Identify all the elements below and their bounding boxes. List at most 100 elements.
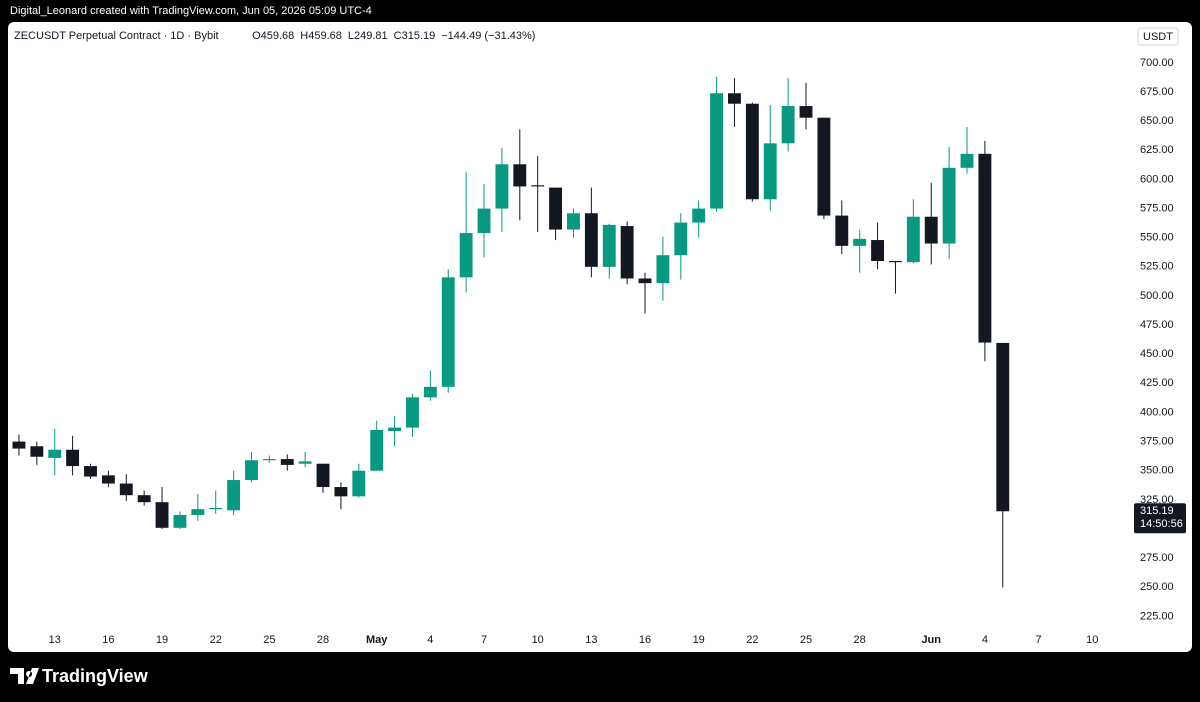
last-price: 315.19 bbox=[1140, 505, 1174, 517]
candle-body bbox=[137, 495, 151, 503]
y-tick-label: 575.00 bbox=[1140, 202, 1174, 214]
y-tick-label: 450.00 bbox=[1140, 348, 1174, 360]
candle bbox=[370, 420, 384, 471]
y-tick-label: 425.00 bbox=[1140, 377, 1174, 389]
candle bbox=[262, 455, 276, 463]
y-tick-label: 325.00 bbox=[1140, 494, 1174, 506]
candle-body bbox=[173, 514, 187, 528]
x-tick-label: 25 bbox=[263, 634, 275, 646]
candle bbox=[996, 342, 1010, 588]
x-tick-label: 28 bbox=[317, 634, 329, 646]
y-tick-label: 600.00 bbox=[1140, 173, 1174, 185]
x-tick-label: 13 bbox=[49, 634, 61, 646]
candle bbox=[227, 470, 241, 515]
y-tick-label: 625.00 bbox=[1140, 144, 1174, 156]
candle bbox=[763, 104, 777, 211]
candle bbox=[620, 221, 634, 285]
candle bbox=[495, 148, 509, 232]
candle-body bbox=[871, 240, 885, 262]
currency: USDT bbox=[1143, 31, 1173, 43]
x-tick-label: 4 bbox=[427, 634, 433, 646]
x-tick-label: 22 bbox=[746, 634, 758, 646]
candle-body bbox=[620, 226, 634, 279]
chart-panel bbox=[8, 22, 1192, 652]
candle-body bbox=[227, 480, 241, 511]
candle-body bbox=[334, 487, 348, 497]
candle-body bbox=[441, 277, 455, 387]
x-tick-label: 10 bbox=[1086, 634, 1098, 646]
candle bbox=[406, 393, 419, 437]
candle bbox=[155, 487, 169, 529]
candle-body bbox=[30, 446, 44, 457]
candle-body bbox=[406, 397, 419, 428]
candle bbox=[477, 184, 491, 258]
candle bbox=[853, 229, 867, 273]
candle bbox=[191, 494, 205, 521]
candle bbox=[835, 200, 849, 255]
x-tick-label: 7 bbox=[481, 634, 487, 646]
x-tick-label: 16 bbox=[102, 634, 114, 646]
candle bbox=[602, 223, 616, 279]
candle-body bbox=[567, 213, 580, 230]
candle bbox=[119, 474, 133, 502]
legend-item: L249.81 bbox=[348, 30, 388, 42]
last-price-box bbox=[1134, 503, 1186, 534]
candle bbox=[66, 435, 80, 476]
candle bbox=[781, 78, 795, 152]
candle bbox=[209, 490, 223, 514]
candle bbox=[549, 187, 563, 241]
candle bbox=[924, 182, 938, 265]
legend-item: H459.68 bbox=[300, 30, 342, 42]
candle-body bbox=[101, 475, 115, 484]
candle bbox=[441, 269, 455, 393]
x-tick-label: 19 bbox=[693, 634, 705, 646]
y-tick-label: 400.00 bbox=[1140, 406, 1174, 418]
candle-body bbox=[262, 459, 276, 461]
candle bbox=[799, 82, 813, 130]
x-tick-label: May bbox=[366, 634, 388, 646]
header: Digital_Leonard created with TradingView… bbox=[10, 5, 372, 17]
logo-icon bbox=[10, 668, 39, 684]
candle-body bbox=[352, 470, 366, 497]
x-tick-label: 4 bbox=[982, 634, 988, 646]
candle-body bbox=[960, 153, 974, 168]
y-tick-label: 350.00 bbox=[1140, 465, 1174, 477]
candle bbox=[710, 76, 724, 213]
candle-body bbox=[674, 222, 688, 256]
candle bbox=[584, 187, 598, 278]
candle-body bbox=[978, 153, 992, 343]
candle-body bbox=[119, 483, 133, 496]
x-tick-label: 22 bbox=[210, 634, 222, 646]
candle-body bbox=[799, 106, 813, 118]
y-tick-label: 700.00 bbox=[1140, 57, 1174, 69]
y-tick-label: 475.00 bbox=[1140, 319, 1174, 331]
candle-body bbox=[191, 509, 205, 515]
candle-body bbox=[763, 143, 777, 200]
candle bbox=[531, 156, 545, 232]
candle bbox=[889, 261, 902, 294]
candle-body bbox=[835, 215, 849, 246]
y-tick-label: 550.00 bbox=[1140, 232, 1174, 244]
candle-body bbox=[710, 93, 724, 209]
candle-body bbox=[245, 460, 258, 481]
candle-body bbox=[513, 164, 527, 187]
legend-item: C315.19 bbox=[394, 30, 436, 42]
candle bbox=[745, 102, 759, 202]
y-tick-label: 275.00 bbox=[1140, 552, 1174, 564]
candle-body bbox=[280, 459, 294, 465]
candle-body bbox=[853, 238, 867, 246]
candle-body bbox=[209, 508, 223, 510]
candle-body bbox=[602, 224, 616, 267]
candle bbox=[513, 129, 527, 221]
candle bbox=[423, 370, 437, 401]
currency-box bbox=[1137, 27, 1179, 46]
candle bbox=[84, 463, 97, 479]
candle bbox=[567, 208, 580, 238]
candle-body bbox=[316, 463, 330, 488]
candle-body bbox=[996, 342, 1010, 512]
candle-body bbox=[549, 187, 563, 230]
y-tick-label: 500.00 bbox=[1140, 290, 1174, 302]
countdown: 14:50:56 bbox=[1140, 518, 1183, 530]
candle-body bbox=[656, 255, 670, 284]
